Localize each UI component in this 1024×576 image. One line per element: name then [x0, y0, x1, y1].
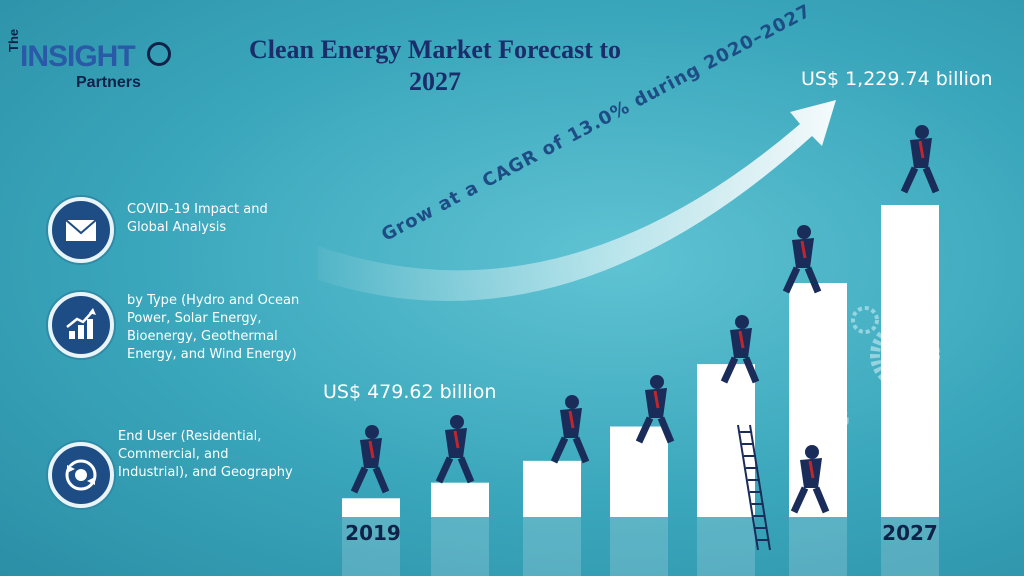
start-value-label: US$ 479.62 billion	[323, 381, 497, 403]
side-item-3-line-2: Commercial, and	[118, 447, 229, 462]
bar-7	[881, 205, 939, 517]
bar-reflection-5	[697, 517, 755, 576]
side-item-3-text: End User (Residential, Commercial, and I…	[118, 428, 293, 482]
side-item-2-line-3: Bioenergy, Geothermal	[127, 329, 278, 344]
bar-reflection-7	[881, 517, 939, 576]
side-item-2-line-4: Energy, and Wind Energy)	[127, 347, 297, 362]
page-title: Clean Energy Market Forecast to 2027	[200, 34, 670, 98]
side-item-1-line-1: COVID-19 Impact and	[127, 202, 268, 217]
business-person-8	[790, 445, 830, 514]
side-item-1-text: COVID-19 Impact and Global Analysis	[127, 201, 268, 237]
year-label-2027: 2027	[882, 521, 938, 545]
end-value-label: US$ 1,229.74 billion	[801, 68, 993, 90]
side-item-2-circle	[48, 292, 114, 358]
side-item-1-circle	[48, 197, 114, 263]
bar-5	[697, 364, 755, 517]
title-line-2: 2027	[409, 67, 461, 96]
side-item-2-line-2: Power, Solar Energy,	[127, 311, 262, 326]
bar-reflection-2	[431, 517, 489, 576]
ladder	[737, 424, 771, 551]
business-person-1	[350, 425, 390, 494]
company-logo: The INSIGHT Partners	[4, 29, 174, 100]
gear-icon	[851, 306, 879, 334]
magnifier-icon	[147, 42, 171, 66]
business-person-3	[550, 395, 590, 464]
business-person-6	[782, 225, 822, 294]
side-item-2-line-1: by Type (Hydro and Ocean	[127, 293, 300, 308]
bar-reflection-6	[789, 517, 847, 576]
bar-3	[523, 460, 581, 517]
business-people-illustration	[350, 125, 940, 551]
growth-chart-icon	[66, 308, 96, 339]
globe-refresh-icon	[65, 459, 97, 491]
envelope-icon	[65, 219, 97, 241]
title-line-1: Clean Energy Market Forecast to	[248, 35, 622, 64]
logo-partners-text: Partners	[76, 74, 141, 91]
bar-reflection-1	[342, 517, 400, 576]
bar-2	[431, 482, 489, 517]
bar-reflection-4	[610, 517, 668, 576]
bar-reflection-3	[523, 517, 581, 576]
side-item-3-line-1: End User (Residential,	[118, 429, 262, 444]
business-person-7	[900, 125, 940, 194]
logo-insight-text: INSIGHT	[20, 40, 136, 73]
side-item-3-circle	[48, 442, 114, 508]
side-item-2-text: by Type (Hydro and Ocean Power, Solar En…	[127, 292, 299, 364]
business-person-5	[720, 315, 760, 384]
bar-1	[342, 498, 400, 517]
year-label-2019: 2019	[345, 521, 401, 545]
business-person-2	[435, 415, 475, 484]
side-item-1-line-2: Global Analysis	[127, 220, 227, 235]
side-item-3-line-3: Industrial), and Geography	[118, 465, 293, 480]
business-person-4	[635, 375, 675, 444]
